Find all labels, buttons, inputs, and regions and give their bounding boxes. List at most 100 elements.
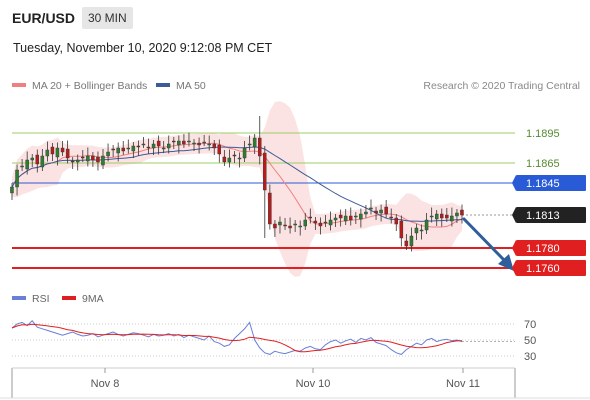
candle-body xyxy=(389,216,393,219)
candle-body xyxy=(450,215,454,222)
candle xyxy=(369,199,373,215)
level-label-1-1845-box xyxy=(516,175,586,191)
candle xyxy=(192,139,196,151)
candle xyxy=(419,224,424,240)
level-label-1-1780-pointer xyxy=(512,240,516,256)
candle xyxy=(252,134,257,154)
candle xyxy=(273,220,277,237)
x-tick-label: Nov 10 xyxy=(296,378,331,390)
candle-body xyxy=(192,142,196,145)
candle-body xyxy=(45,149,50,157)
candle xyxy=(70,157,75,169)
candle-body xyxy=(207,143,211,146)
candle xyxy=(384,200,388,218)
forecast-arrow-layer xyxy=(462,217,514,271)
symbol-title: EUR/USD xyxy=(12,10,76,26)
candle xyxy=(379,204,383,222)
timeframe-badge[interactable]: 30 MIN xyxy=(82,7,133,29)
candle xyxy=(268,184,272,230)
candle-body xyxy=(151,143,156,149)
candle xyxy=(212,140,216,155)
candle-body xyxy=(10,186,14,194)
candle xyxy=(343,209,348,225)
candle xyxy=(182,134,186,148)
candle-body xyxy=(146,146,151,149)
level-labels-layer: 1.1895 1.1865 1.1845 1.1780 1.1760 1.1813 xyxy=(512,128,586,276)
candle xyxy=(111,145,115,157)
levels-layer xyxy=(12,132,515,269)
forecast-arrow-shaft xyxy=(462,217,506,262)
candle-body xyxy=(404,240,409,247)
candle xyxy=(60,141,65,156)
candle-body xyxy=(227,157,232,163)
candle xyxy=(227,149,232,168)
candle xyxy=(440,208,444,227)
rsi-line xyxy=(11,320,463,355)
candle-body xyxy=(313,220,318,224)
candle-body xyxy=(25,159,29,170)
candle xyxy=(293,220,297,232)
candle-body xyxy=(414,227,419,234)
candle xyxy=(283,218,287,230)
candle-body xyxy=(343,215,348,222)
candle-body xyxy=(318,222,323,227)
candle-body xyxy=(440,213,444,219)
candle-body xyxy=(131,145,136,152)
candle-body xyxy=(141,143,146,146)
candle xyxy=(146,138,151,154)
candle xyxy=(15,164,19,196)
candle-body xyxy=(55,147,60,158)
candle xyxy=(30,154,35,167)
candle xyxy=(20,159,24,171)
candle xyxy=(116,142,120,162)
candle-body xyxy=(86,155,90,162)
candle xyxy=(338,209,343,227)
candle-body xyxy=(50,146,55,155)
candle-body xyxy=(212,143,216,149)
candle-body xyxy=(303,219,308,227)
candle xyxy=(187,132,191,147)
time-axis: Nov 8 Nov 10 Nov 11 xyxy=(0,367,590,399)
rsi-swatch xyxy=(12,296,26,301)
candle xyxy=(308,208,313,224)
candle-body xyxy=(399,220,404,239)
candle xyxy=(141,137,146,148)
candle xyxy=(25,151,29,175)
candle-body xyxy=(384,206,388,215)
legend-ma50: MA 50 xyxy=(156,80,206,92)
legend-ma50-label: MA 50 xyxy=(176,80,206,92)
bollinger-swatch xyxy=(12,83,26,88)
candle xyxy=(349,207,353,226)
candle xyxy=(328,211,333,231)
candle-body xyxy=(217,144,221,155)
candle-body xyxy=(106,151,110,157)
candle xyxy=(394,214,399,231)
candle-body xyxy=(268,192,272,225)
candle-body xyxy=(273,223,277,229)
last-price-label-box xyxy=(516,207,586,223)
candle xyxy=(237,152,242,168)
rsi-tick-50: 50 xyxy=(524,335,536,347)
candle xyxy=(40,149,45,171)
candle xyxy=(86,147,90,167)
candle xyxy=(303,213,308,230)
candle-body xyxy=(161,147,166,150)
candle xyxy=(217,139,221,163)
candle xyxy=(354,212,358,224)
candle-body xyxy=(75,159,80,163)
rsi-tick-30: 30 xyxy=(524,351,536,363)
candle-body xyxy=(349,215,353,221)
candle xyxy=(318,217,323,235)
candle-body xyxy=(379,209,383,214)
candle-body xyxy=(182,140,186,145)
candle xyxy=(161,141,166,153)
candle-body xyxy=(298,225,302,228)
candle xyxy=(91,152,95,167)
last-price-label: 1.1813 xyxy=(526,210,560,222)
level-label-1-1760-pointer xyxy=(512,260,516,276)
candle xyxy=(121,141,125,155)
candle-body xyxy=(156,140,161,147)
candle xyxy=(55,142,60,166)
candle-body xyxy=(278,221,282,226)
